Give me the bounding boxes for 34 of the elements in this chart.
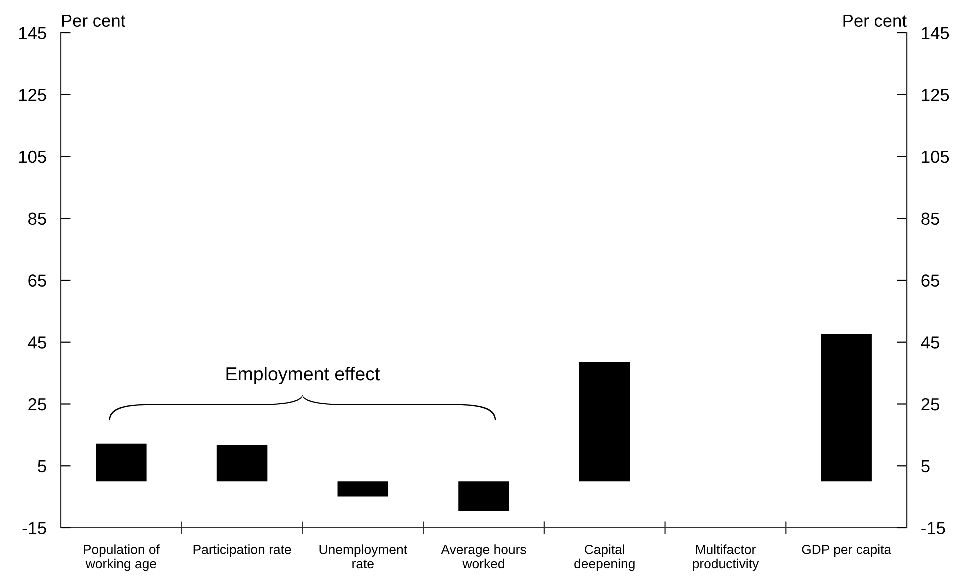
y2-axis-title: Per cent <box>844 14 907 28</box>
bar <box>458 482 510 512</box>
y-tick-label: 145 <box>19 27 46 40</box>
x-tick-label: Multifactor productivity <box>693 544 760 572</box>
y2-tick-label: 65 <box>922 274 940 287</box>
y-tick-label: 85 <box>28 212 46 226</box>
bar <box>821 334 872 482</box>
y-tick-label: 65 <box>28 274 46 287</box>
x-tick-label: GDP per capita <box>802 544 892 557</box>
y2-tick-label: 45 <box>921 336 940 349</box>
y2-tick-label: -15 <box>922 522 946 534</box>
y-tick-label: 125 <box>19 89 46 102</box>
annotation: Employment effect <box>226 366 380 384</box>
y2-tick-label: 25 <box>922 398 940 411</box>
y-tick-label: -15 <box>22 522 46 534</box>
y-tick-label: 105 <box>19 150 46 164</box>
y-tick-label: 5 <box>38 460 46 473</box>
y-tick-label: 25 <box>28 398 46 411</box>
bar <box>96 444 147 482</box>
y2-tick-label: 125 <box>922 89 950 102</box>
x-tick-label: Unemployment rate <box>320 544 408 569</box>
y2-tick-label: 105 <box>922 150 950 164</box>
y2-tick-label: 5 <box>922 460 930 473</box>
x-tick-label: Participation rate <box>194 544 292 557</box>
x-tick-label: Population of working age <box>84 544 160 572</box>
bar <box>216 445 268 482</box>
y-tick-label: 45 <box>28 336 46 349</box>
bar <box>579 362 630 482</box>
y2-tick-label: 145 <box>922 27 950 40</box>
y2-tick-label: 85 <box>922 212 940 226</box>
y-axis-title: Per cent <box>62 14 126 28</box>
bar <box>338 482 389 497</box>
x-tick-label: Average hours worked <box>441 544 526 569</box>
x-tick-label: Capital deepening <box>574 544 635 572</box>
